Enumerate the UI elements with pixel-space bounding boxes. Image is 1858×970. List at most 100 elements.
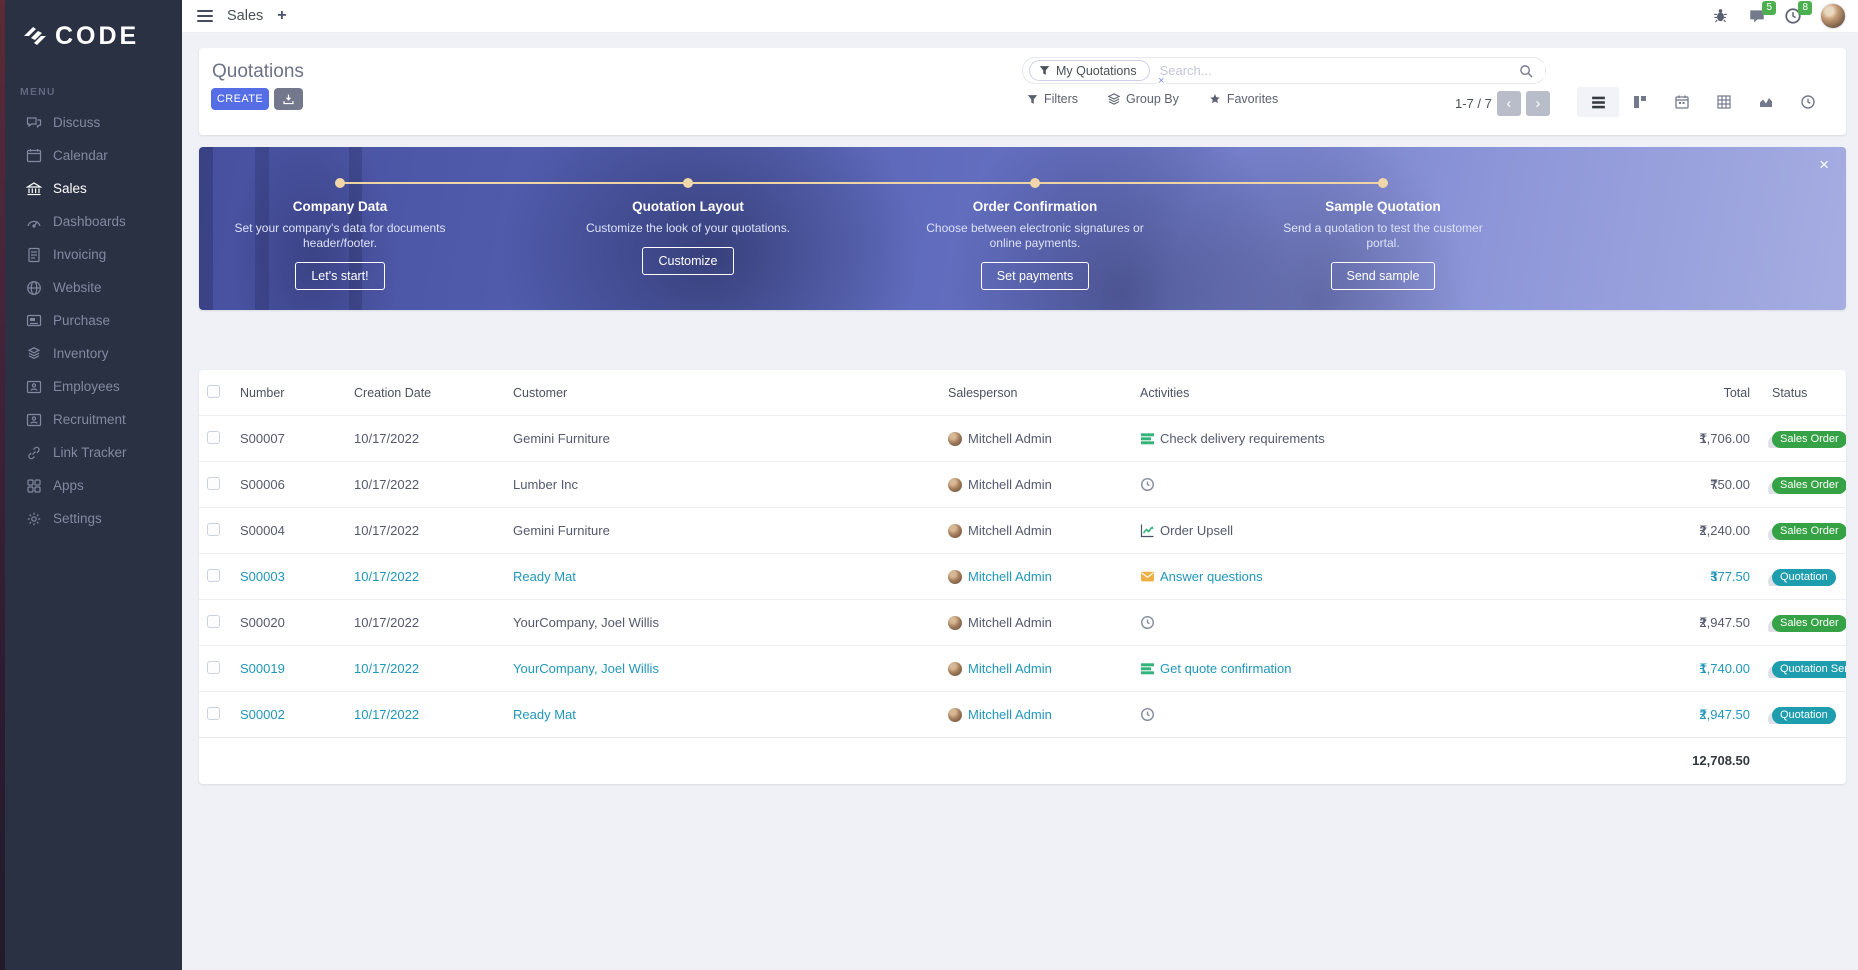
- create-button[interactable]: CREATE: [211, 88, 269, 110]
- list-view-icon: [1590, 94, 1607, 111]
- search-icon[interactable]: [1519, 64, 1534, 79]
- quotation-number[interactable]: S00020: [240, 615, 285, 630]
- activity-cell[interactable]: Get quote confirmation: [1140, 661, 1520, 676]
- quotation-number[interactable]: S00019: [240, 661, 285, 676]
- quotation-number[interactable]: S00006: [240, 477, 285, 492]
- quotation-number[interactable]: S00003: [240, 569, 285, 584]
- sidebar-item-inventory[interactable]: Inventory: [0, 337, 182, 370]
- sidebar-item-recruitment[interactable]: Recruitment: [0, 403, 182, 436]
- total-amount: ₹377.50: [1709, 568, 1750, 585]
- sidebar-item-link-tracker[interactable]: Link Tracker: [0, 436, 182, 469]
- activity-cell[interactable]: [1140, 615, 1520, 630]
- export-button[interactable]: [274, 88, 303, 110]
- user-avatar[interactable]: [1820, 3, 1846, 29]
- messages-icon[interactable]: 5: [1748, 1, 1776, 25]
- sidebar-item-apps[interactable]: Apps: [0, 469, 182, 502]
- sidebar-item-invoicing[interactable]: Invoicing: [0, 238, 182, 271]
- funnel-icon: [1039, 65, 1050, 76]
- search-bar[interactable]: My Quotations ×: [1022, 57, 1546, 87]
- sidebar-item-employees[interactable]: Employees: [0, 370, 182, 403]
- group-by-menu[interactable]: Group By: [1108, 92, 1179, 106]
- column-header-total[interactable]: Total: [1723, 385, 1750, 400]
- total-amount: ₹2,947.50: [1699, 614, 1750, 631]
- table-row[interactable]: S00007 10/17/2022 Gemini Furniture Mitch…: [199, 415, 1846, 461]
- activity-clock-icon[interactable]: 8: [1784, 1, 1812, 25]
- salesperson-cell: Mitchell Admin: [948, 523, 1140, 538]
- table-row[interactable]: S00020 10/17/2022 YourCompany, Joel Will…: [199, 599, 1846, 645]
- debug-bug-icon[interactable]: [1712, 7, 1730, 25]
- sidebar-item-discuss[interactable]: Discuss: [0, 106, 182, 139]
- settings-icon: [26, 511, 42, 527]
- graph-view-button[interactable]: [1745, 87, 1787, 117]
- salesperson-cell: Mitchell Admin: [948, 661, 1140, 676]
- set-payments-button[interactable]: Set payments: [980, 262, 1090, 290]
- customer-name: Lumber Inc: [513, 477, 579, 492]
- list-view-button[interactable]: [1577, 87, 1619, 117]
- activity-cell[interactable]: Answer questions: [1140, 569, 1520, 584]
- pager-prev-button[interactable]: ‹: [1496, 91, 1521, 116]
- filters-menu[interactable]: Filters: [1027, 92, 1078, 106]
- pivot-view-button[interactable]: [1703, 87, 1745, 117]
- step-description: Send a quotation to test the customer po…: [1283, 221, 1483, 250]
- status-cell: Quotation: [1750, 706, 1846, 724]
- kanban-view-button[interactable]: [1619, 87, 1661, 117]
- table-row[interactable]: S00019 10/17/2022 YourCompany, Joel Will…: [199, 645, 1846, 691]
- hamburger-menu-icon[interactable]: [197, 7, 213, 25]
- customer-name: YourCompany, Joel Willis: [513, 615, 659, 630]
- onboarding-banner: × Company Data Set your company's data f…: [199, 147, 1846, 310]
- select-all-checkbox[interactable]: [199, 384, 239, 401]
- link-tracker-icon: [26, 445, 42, 461]
- sidebar-item-calendar[interactable]: Calendar: [0, 139, 182, 172]
- new-tab-button[interactable]: +: [277, 7, 287, 24]
- sidebar-item-settings[interactable]: Settings: [0, 502, 182, 535]
- column-header-status[interactable]: Status: [1772, 385, 1808, 400]
- activity-view-button[interactable]: [1787, 87, 1829, 117]
- pager-next-button[interactable]: ›: [1525, 91, 1550, 116]
- creation-date: 10/17/2022: [354, 431, 420, 446]
- apps-icon: [26, 478, 42, 494]
- lets-start-button[interactable]: Let's start!: [295, 262, 385, 290]
- row-checkbox[interactable]: [199, 706, 239, 723]
- quotation-number[interactable]: S00004: [240, 523, 285, 538]
- row-checkbox[interactable]: [199, 522, 239, 539]
- step-dot-3: [1030, 178, 1040, 188]
- sidebar-item-website[interactable]: Website: [0, 271, 182, 304]
- filter-chip-my-quotations[interactable]: My Quotations: [1029, 60, 1150, 81]
- brand-logo-text: CODE: [55, 22, 140, 50]
- search-input[interactable]: [1159, 63, 1545, 78]
- row-checkbox[interactable]: [199, 476, 239, 493]
- activity-cell[interactable]: [1140, 477, 1520, 492]
- quotation-number[interactable]: S00002: [240, 707, 285, 722]
- column-header-activities[interactable]: Activities: [1140, 385, 1190, 400]
- sidebar-item-dashboards[interactable]: Dashboards: [0, 205, 182, 238]
- table-row[interactable]: S00002 10/17/2022 Ready Mat Mitchell Adm…: [199, 691, 1846, 737]
- table-row[interactable]: S00004 10/17/2022 Gemini Furniture Mitch…: [199, 507, 1846, 553]
- calendar-view-button[interactable]: [1661, 87, 1703, 117]
- brand-logo[interactable]: CODE: [22, 22, 139, 51]
- column-header-customer[interactable]: Customer: [513, 385, 568, 400]
- row-checkbox[interactable]: [199, 614, 239, 631]
- send-sample-button[interactable]: Send sample: [1330, 262, 1436, 290]
- activity-cell[interactable]: Order Upsell: [1140, 523, 1520, 538]
- table-row[interactable]: S00003 10/17/2022 Ready Mat Mitchell Adm…: [199, 553, 1846, 599]
- current-app-tab[interactable]: Sales: [227, 8, 264, 24]
- column-header-salesperson[interactable]: Salesperson: [948, 385, 1018, 400]
- status-cell: Quotation Sent: [1750, 660, 1846, 678]
- row-checkbox[interactable]: [199, 568, 239, 585]
- table-row[interactable]: S00006 10/17/2022 Lumber Inc Mitchell Ad…: [199, 461, 1846, 507]
- step-dot-1: [335, 178, 345, 188]
- banner-close-icon[interactable]: ×: [1819, 155, 1829, 174]
- salesperson-cell: Mitchell Admin: [948, 477, 1140, 492]
- column-header-creation-date[interactable]: Creation Date: [354, 385, 432, 400]
- row-checkbox[interactable]: [199, 430, 239, 447]
- sidebar-item-purchase[interactable]: Purchase: [0, 304, 182, 337]
- column-header-number[interactable]: Number: [240, 385, 285, 400]
- row-checkbox[interactable]: [199, 660, 239, 677]
- activity-cell[interactable]: [1140, 707, 1520, 722]
- quotation-number[interactable]: S00007: [240, 431, 285, 446]
- sidebar-item-sales[interactable]: Sales: [0, 172, 182, 205]
- customize-button[interactable]: Customize: [642, 247, 734, 275]
- remove-filter-icon[interactable]: ×: [1156, 75, 1167, 87]
- activity-cell[interactable]: Check delivery requirements: [1140, 431, 1520, 446]
- favorites-menu[interactable]: Favorites: [1209, 92, 1278, 106]
